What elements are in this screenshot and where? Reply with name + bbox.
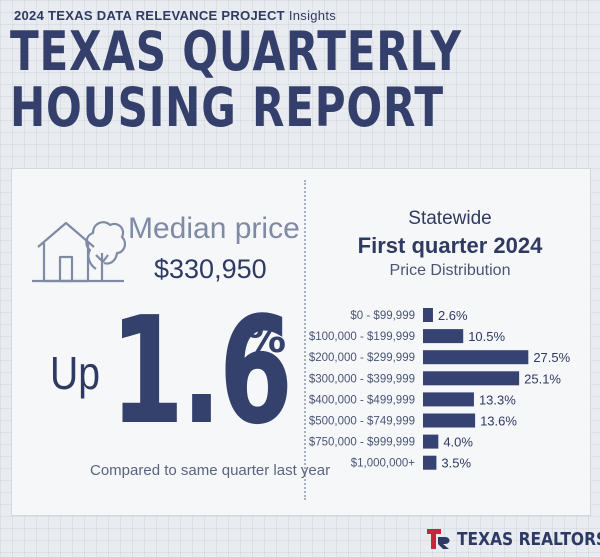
value-label: 2.6% xyxy=(438,308,468,323)
median-price-label: Median price xyxy=(128,212,300,245)
bar xyxy=(423,329,464,344)
value-label: 10.5% xyxy=(468,329,505,344)
title-line-2: HOUSING REPORT xyxy=(10,76,444,139)
value-label: 13.6% xyxy=(480,414,517,429)
value-label: 3.5% xyxy=(441,456,471,471)
category-label: $500,000 - $749,999 xyxy=(309,416,415,428)
panel-divider xyxy=(304,180,306,500)
percent-sign: % xyxy=(246,316,287,362)
category-label: $0 - $99,999 xyxy=(350,310,415,322)
category-label: $750,000 - $999,999 xyxy=(309,437,415,449)
texas-realtors-logo: TEXAS REALTORS xyxy=(426,527,600,551)
statewide-label: Statewide xyxy=(408,208,492,229)
median-price-value: $330,950 xyxy=(154,254,267,284)
bar xyxy=(423,434,439,449)
kicker-light: Insights xyxy=(288,8,337,23)
value-label: 13.3% xyxy=(479,392,516,407)
kicker-bold: 2024 TEXAS DATA RELEVANCE PROJECT xyxy=(14,8,285,23)
title-line-1: TEXAS QUARTERLY xyxy=(10,20,462,83)
house-icon xyxy=(32,221,126,283)
chart-title: Price Distribution xyxy=(389,262,511,279)
change-value: 1.6 xyxy=(110,285,293,457)
header-kicker: 2024 TEXAS DATA RELEVANCE PROJECT Insigh… xyxy=(14,8,336,23)
realtors-logo-icon xyxy=(427,529,450,549)
category-label: $100,000 - $199,999 xyxy=(309,331,415,343)
report-title: TEXAS QUARTERLY HOUSING REPORT xyxy=(10,24,462,136)
comparison-note: Compared to same quarter last year xyxy=(90,462,331,479)
category-label: $200,000 - $299,999 xyxy=(309,352,415,364)
report-card xyxy=(11,168,591,516)
bar xyxy=(423,371,520,386)
value-label: 4.0% xyxy=(443,435,473,450)
bar xyxy=(423,455,437,470)
logo-text: TEXAS REALTORS xyxy=(457,528,600,550)
up-label: Up xyxy=(50,347,100,399)
quarter-label: First quarter 2024 xyxy=(357,233,543,258)
value-label: 27.5% xyxy=(533,350,570,365)
value-label: 25.1% xyxy=(524,371,561,386)
category-label: $300,000 - $399,999 xyxy=(309,373,415,385)
bar xyxy=(423,350,529,365)
bar xyxy=(423,392,474,407)
category-label: $1,000,000+ xyxy=(351,458,416,470)
bar xyxy=(423,308,433,322)
bar xyxy=(423,413,476,428)
category-label: $400,000 - $499,999 xyxy=(309,394,415,406)
